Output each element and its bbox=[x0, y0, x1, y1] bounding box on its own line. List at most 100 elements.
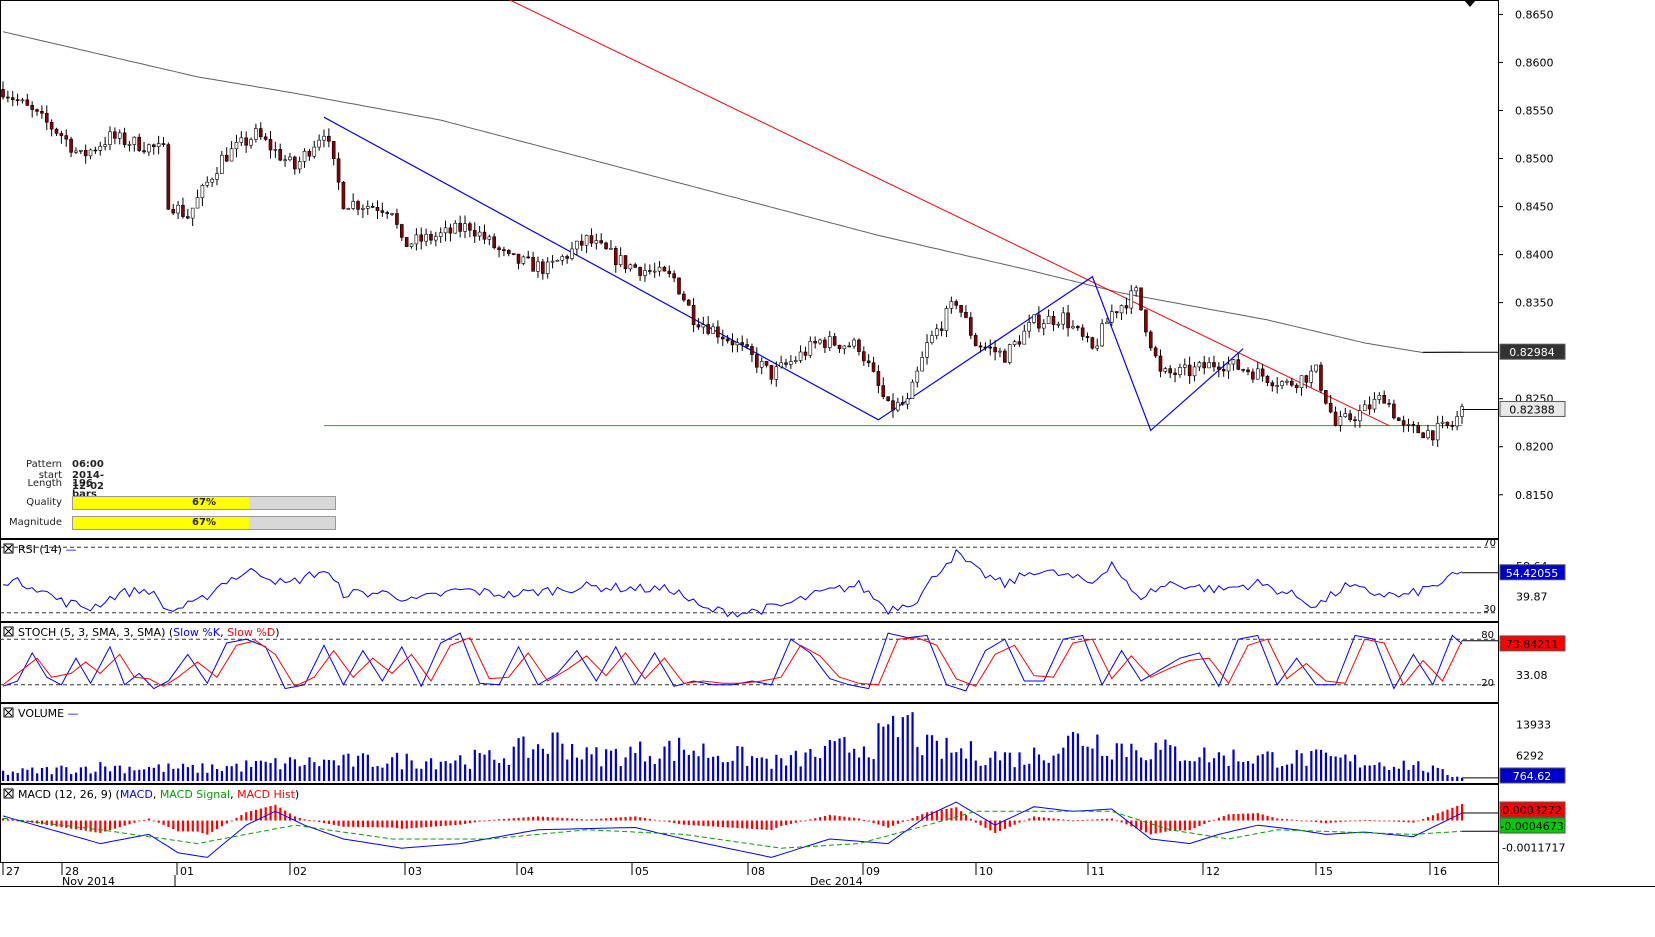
candlestick bbox=[711, 323, 715, 334]
candlestick bbox=[1440, 415, 1445, 429]
candle-body-down bbox=[244, 137, 248, 146]
macd-histogram-bar bbox=[605, 818, 608, 821]
macd-histogram-bar bbox=[1446, 809, 1449, 821]
candlestick bbox=[813, 336, 817, 349]
candlestick bbox=[258, 122, 263, 140]
macd-histogram-bar bbox=[682, 820, 686, 825]
candlestick bbox=[502, 246, 506, 257]
volume-bar bbox=[1222, 755, 1225, 781]
month-label: Nov 2014 bbox=[62, 875, 115, 888]
volume-bar bbox=[741, 746, 744, 781]
macd-histogram-bar bbox=[410, 820, 413, 829]
volume-bar bbox=[1456, 776, 1459, 781]
candlestick bbox=[584, 234, 589, 254]
rsi-tick-label: 39.87 bbox=[1516, 591, 1548, 604]
candlestick bbox=[1129, 285, 1134, 314]
candlestick bbox=[648, 264, 652, 275]
candle-body-up bbox=[1178, 367, 1182, 375]
volume-bar bbox=[123, 773, 126, 781]
macd-histogram-bar bbox=[950, 808, 953, 821]
macd-histogram-bar bbox=[571, 818, 574, 821]
macd-histogram-bar bbox=[1217, 817, 1221, 821]
volume-bar bbox=[1047, 762, 1050, 781]
macd-histogram-bar bbox=[245, 812, 248, 821]
volume-bar bbox=[1096, 734, 1099, 781]
macd-histogram-bar bbox=[1018, 820, 1021, 823]
candlestick bbox=[818, 338, 822, 345]
candlestick bbox=[317, 134, 321, 151]
candle-body-down bbox=[745, 344, 749, 347]
candle-body-down bbox=[375, 207, 380, 211]
macd-histogram-bar bbox=[1149, 820, 1152, 835]
macd-histogram-bar bbox=[1086, 819, 1089, 821]
candlestick bbox=[691, 298, 696, 333]
volume-bar bbox=[211, 764, 214, 781]
candlestick bbox=[531, 251, 535, 272]
candlestick bbox=[857, 338, 861, 356]
candle-body-down bbox=[35, 109, 39, 112]
macd-histogram-bar bbox=[1373, 820, 1376, 822]
volume-bar bbox=[1276, 767, 1279, 781]
candlestick bbox=[1187, 356, 1192, 384]
candlestick bbox=[1119, 304, 1124, 321]
candlestick bbox=[1426, 424, 1430, 440]
candle-body-down bbox=[516, 253, 521, 264]
candlestick bbox=[1192, 362, 1197, 382]
candlestick bbox=[147, 143, 151, 156]
candle-body-up bbox=[789, 361, 793, 365]
rsi-tick-label: 70 bbox=[1483, 538, 1496, 549]
candle-body-up bbox=[555, 259, 560, 262]
candle-body-down bbox=[1348, 413, 1352, 420]
volume-bar bbox=[464, 764, 467, 781]
candle-body-down bbox=[1431, 430, 1435, 441]
volume-tick-label: 13933 bbox=[1516, 719, 1551, 732]
candlestick bbox=[662, 265, 667, 272]
macd-histogram-bar bbox=[1344, 820, 1347, 822]
macd-histogram-bar bbox=[31, 820, 34, 823]
candlestick bbox=[993, 340, 997, 361]
candle-body-down bbox=[93, 149, 98, 152]
time-tick-label: 16 bbox=[1433, 865, 1447, 878]
candle-body-up bbox=[1299, 375, 1304, 388]
volume-bar bbox=[439, 761, 442, 781]
candle-body-down bbox=[1090, 337, 1095, 349]
macd-histogram-bar bbox=[215, 820, 219, 830]
macd-histogram-bar bbox=[629, 816, 632, 821]
candle-body-up bbox=[584, 235, 589, 246]
candle-body-up bbox=[312, 146, 317, 157]
macd-histogram-bar bbox=[960, 811, 963, 821]
candlestick bbox=[1372, 392, 1377, 413]
volume-bar bbox=[1042, 760, 1045, 781]
indicator-value-box bbox=[1499, 635, 1566, 652]
volume-bar bbox=[196, 772, 199, 781]
candlestick bbox=[64, 129, 69, 147]
volume-bar bbox=[794, 750, 797, 781]
candle-body-up bbox=[103, 144, 107, 147]
candle-body-down bbox=[54, 128, 59, 134]
candle-body-up bbox=[759, 361, 764, 368]
volume-bar bbox=[1334, 756, 1337, 781]
candle-body-up bbox=[1207, 362, 1211, 369]
macd-histogram-bar bbox=[527, 817, 530, 821]
macd-histogram-bar bbox=[1144, 820, 1148, 833]
macd-histogram-bar bbox=[181, 820, 185, 832]
candlestick bbox=[356, 199, 360, 216]
candle-body-up bbox=[1455, 416, 1459, 427]
candlestick bbox=[516, 253, 521, 270]
macd-histogram-bar bbox=[1407, 820, 1410, 823]
candle-body-down bbox=[1037, 314, 1041, 329]
candle-body-down bbox=[803, 351, 808, 356]
candlestick bbox=[779, 355, 783, 369]
macd-histogram-bar bbox=[1431, 815, 1435, 821]
volume-bar bbox=[1407, 769, 1410, 781]
macd-histogram-bar bbox=[1042, 817, 1045, 821]
candle-body-down bbox=[876, 371, 881, 386]
macd-histogram-bar bbox=[108, 820, 112, 831]
candle-body-down bbox=[492, 236, 496, 249]
panel-title-part: RSI (14) bbox=[18, 543, 65, 556]
candle-body-up bbox=[1338, 416, 1343, 426]
macd-histogram-bar bbox=[1188, 820, 1191, 831]
macd-histogram-bar bbox=[2, 818, 5, 821]
macd-histogram-bar bbox=[1339, 820, 1342, 822]
